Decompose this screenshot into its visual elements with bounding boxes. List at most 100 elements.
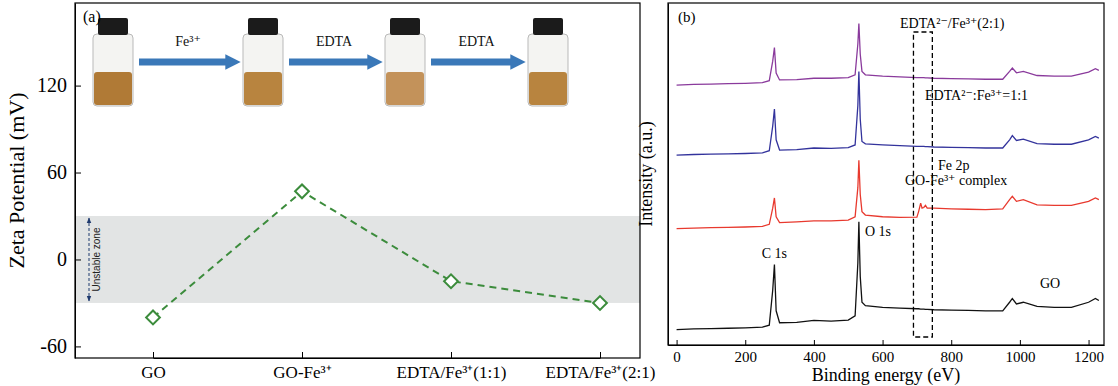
plot-area [677,24,1099,337]
vial-liquid [94,72,132,105]
arrow-label: EDTA [316,34,353,49]
tick-mark [153,352,154,358]
tick-label: 800 [940,349,963,365]
process-arrow [431,59,518,66]
panel-label: (a) [83,8,101,26]
tick: EDTA/Fe³⁺(1:1) [397,352,507,382]
vial-glass [93,34,133,106]
peak-label: O 1s [865,224,891,239]
plot-frame [75,3,640,358]
vial-cap [390,18,420,35]
vial-cap [98,18,128,35]
vial [528,18,568,106]
axis-title: Binding energy (eV) [812,365,961,386]
tick-mark [1089,340,1090,345]
figure: Fe³⁺EDTAEDTAUnstable zone-60060120GOGO-F… [0,0,1118,386]
tick-label: 600 [872,349,895,365]
tick: 200 [734,340,757,365]
tick-label: EDTA/Fe³⁺(2:1) [546,363,656,382]
vial-glass [243,34,283,106]
series-label: EDTA²⁻:Fe³⁺=1:1 [925,88,1028,103]
vial-cap [248,18,278,35]
tick-mark [75,259,81,260]
tick: 1200 [1074,340,1104,365]
axis-title: Zeta Potential (mV) [4,93,29,269]
tick-mark [451,352,452,358]
axis-title: Intensity (a.u.) [636,121,657,226]
tick-mark [75,346,81,347]
tick-label: 400 [803,349,826,365]
tick-label: 200 [734,349,757,365]
peak-label: Fe 2p [938,158,970,173]
tick-label: GO-Fe³⁺ [273,363,331,382]
tick: EDTA/Fe³⁺(2:1) [546,352,656,382]
vial [243,18,283,106]
series-label: GO-Fe³⁺ complex [905,173,1007,188]
x-axis: GO GO-Fe³⁺ EDTA/Fe³⁺(1:1) EDTA/Fe³⁺(2:1) [141,352,655,382]
vial [385,18,425,106]
tick-mark [75,86,81,87]
tick: 800 [940,340,963,365]
tick-label: GO [141,363,166,382]
tick: 1000 [1005,340,1035,365]
tick-label: EDTA/Fe³⁺(1:1) [397,363,507,382]
tick: -60 [40,335,81,357]
tick-label: 60 [47,161,67,183]
series-label: GO [1040,276,1060,291]
tick-mark [1020,340,1021,345]
y-axis [668,4,669,346]
vial [93,18,133,106]
panel-label: (b) [678,9,696,26]
data-point [444,274,458,288]
tick-mark [600,352,601,358]
plot-frame [668,3,1104,345]
tick-mark [883,340,884,345]
tick: GO [141,352,166,382]
vial-liquid [386,72,424,105]
axis-line [154,358,601,359]
tick-label: 120 [37,74,67,96]
series-label: EDTA²⁻/Fe³⁺(2:1) [900,16,1005,32]
data-point [146,311,160,325]
vial-glass [385,34,425,106]
tick: 0 [57,248,81,270]
panel-b: 0 200 400 600 800 1000 1200 Binding energy (eV)… [636,3,1105,386]
vial-liquid [244,72,282,105]
vial-liquid [529,72,567,105]
tick-mark [814,340,815,345]
tick-mark [75,173,81,174]
tick: 600 [872,340,895,365]
tick-mark [677,340,678,345]
process-arrow [289,59,375,66]
zone-arrow [89,218,90,301]
tick-label: -60 [40,335,67,357]
axis-line [669,345,1105,346]
peak-label: C 1s [762,246,787,261]
tick: 400 [803,340,826,365]
vial-glass [528,34,568,106]
tick-label: 0 [57,248,67,270]
tick: GO-Fe³⁺ [273,352,331,382]
spectrum-line [677,222,1099,330]
x-axis: 0 200 400 600 800 1000 1200 [669,340,1105,365]
tick-mark [951,340,952,345]
tick-label: 1000 [1005,349,1035,365]
tick-mark [745,340,746,345]
arrow-label: EDTA [458,34,495,49]
data-point [295,184,309,198]
unstable-zone [75,216,640,303]
spectrum-line [677,160,1099,228]
tick: 0 [673,340,681,365]
plot-area [75,184,640,324]
spectrum-line [677,24,1099,86]
y-axis: -60 0 60 120 [37,4,81,359]
tick-label: 0 [673,349,681,365]
arrow-label: Fe³⁺ [175,34,201,49]
panel-a: Fe³⁺EDTAEDTAUnstable zone-60060120GOGO-F… [4,3,655,382]
vial-cap [533,18,563,35]
axis-line [75,4,76,359]
axis-line [668,4,669,346]
tick-label: 1200 [1074,349,1104,365]
data-line [153,191,600,317]
tick: 120 [37,74,81,96]
